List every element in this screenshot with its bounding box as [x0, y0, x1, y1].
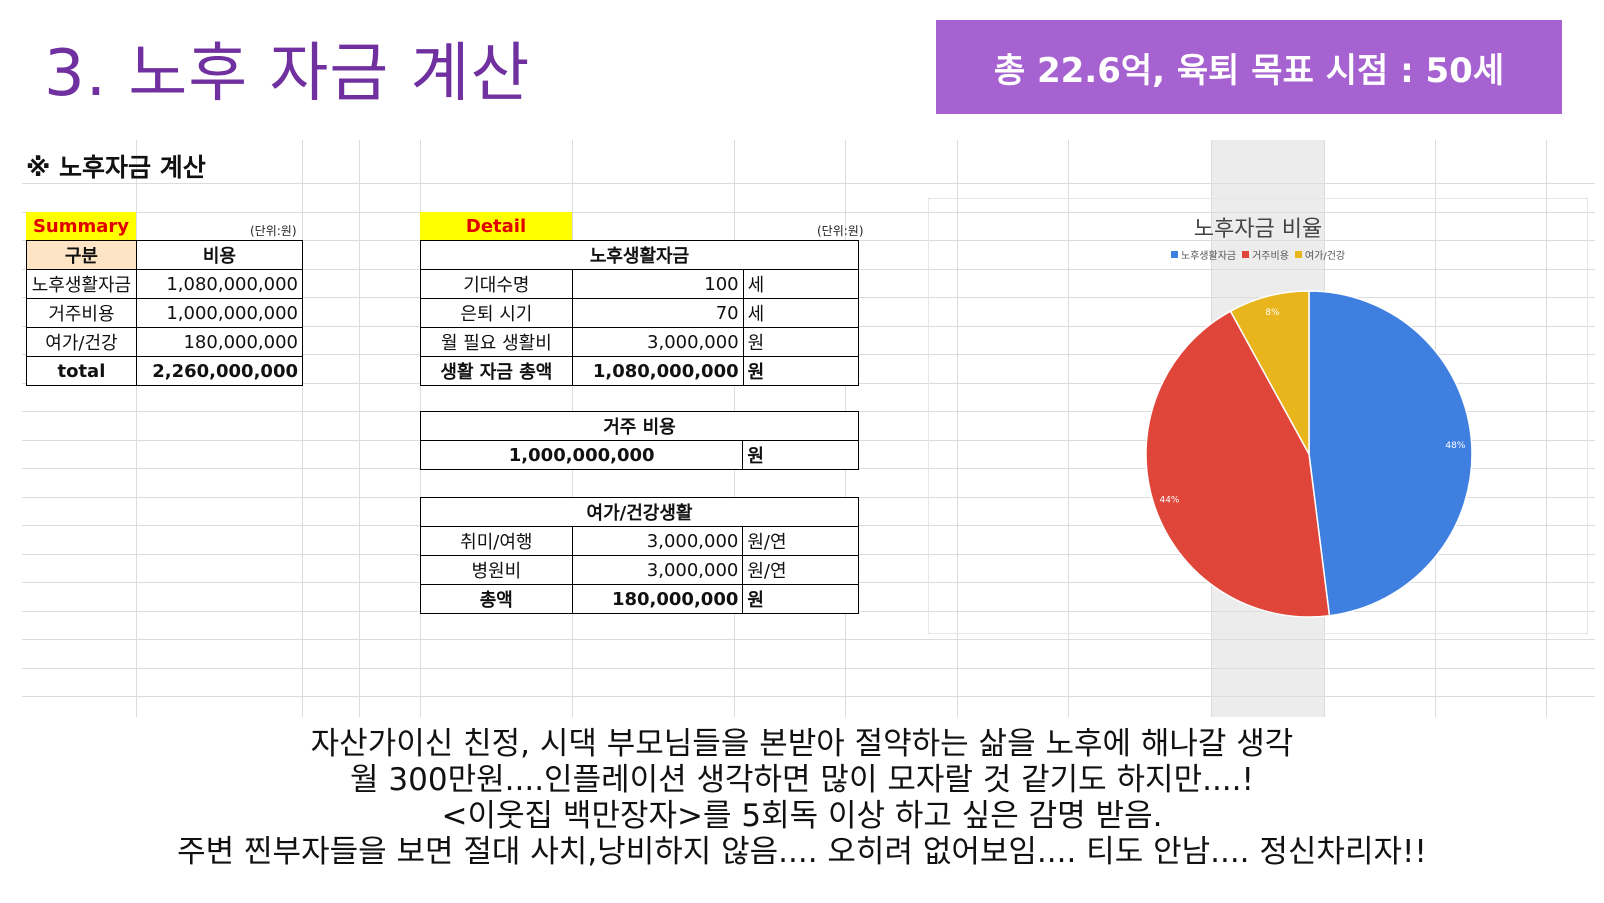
detail-item-unit: 원/연: [742, 526, 859, 556]
detail-item-label: 은퇴 시기: [420, 298, 573, 328]
chart-legend: 노후생활자금 거주비용 여가/건강: [929, 247, 1587, 262]
detail-item-unit: 세: [742, 269, 860, 299]
gridline: [1068, 140, 1069, 717]
summary-total-row: total 2,260,000,000: [26, 356, 304, 386]
caption-line: 주변 찐부자들을 보면 절대 사치,낭비하지 않음.... 오히려 없어보임..…: [177, 834, 1427, 870]
detail-tag: Detail: [420, 212, 572, 240]
legend-swatch: [1294, 251, 1302, 258]
legend-label: 거주비용: [1252, 251, 1289, 262]
caption-line: 월 300만원....인플레이션 생각하면 많이 모자랄 것 같기도 하지만..…: [350, 762, 1254, 798]
pie-chart: 48% 44% 8%: [1145, 290, 1473, 618]
detail-leisure-total-label: 총액: [420, 584, 573, 614]
detail-living-header-row: 노후생활자금: [420, 240, 859, 270]
detail-item-label: 월 필요 생활비: [420, 327, 573, 357]
table-row: 노후생활자금 1,080,000,000: [26, 269, 304, 299]
sheet-title: ※ 노후자금 계산: [26, 153, 206, 182]
detail-item-value: 70: [571, 298, 744, 328]
table-row: 은퇴 시기 70 세: [420, 298, 860, 328]
pie-slice: [1145, 310, 1331, 618]
legend-swatch: [1170, 251, 1178, 258]
detail-item-label: 기대수명: [420, 269, 573, 299]
summary-category-cell: 거주비용: [26, 298, 137, 328]
detail-item-label: 취미/여행: [420, 526, 573, 556]
summary-cost-cell: 1,000,000,000: [135, 298, 304, 328]
detail-living-total-row: 생활 자금 총액 1,080,000,000 원: [420, 356, 860, 386]
detail-item-label: 병원비: [420, 555, 573, 585]
caption-line: <이웃집 백만장자>를 5회독 이상 하고 싶은 감명 받음.: [441, 798, 1163, 834]
detail-leisure-table: 여가/건강생활 취미/여행 3,000,000 원/연 병원비 3,000,00…: [420, 497, 859, 614]
table-row: 취미/여행 3,000,000 원/연: [420, 526, 859, 556]
summary-category-cell: 여가/건강: [26, 327, 137, 357]
pie-slice-label: 44%: [1159, 495, 1179, 505]
detail-item-unit: 원: [742, 327, 860, 357]
summary-total-label: total: [26, 356, 137, 386]
gridline: [136, 140, 137, 717]
summary-header-cost: 비용: [135, 240, 304, 270]
summary-total-value: 2,260,000,000: [135, 356, 304, 386]
detail-living-total-unit: 원: [742, 356, 860, 386]
detail-leisure-header-row: 여가/건강생활: [420, 497, 859, 527]
gridline: [302, 140, 303, 717]
legend-label: 노후생활자금: [1180, 251, 1237, 262]
gridline: [359, 140, 360, 717]
pie-chart-panel[interactable]: 노후자금 비율 노후생활자금 거주비용 여가/건강 48% 44% 8%: [928, 198, 1588, 634]
pie-slice: [1229, 290, 1310, 455]
summary-header-row: 구분 비용: [26, 240, 304, 270]
detail-item-unit: 원/연: [742, 555, 859, 585]
detail-item-value: 3,000,000: [571, 555, 744, 585]
legend-item: 여가/건강: [1294, 247, 1346, 262]
detail-housing-value: 1,000,000,000: [419, 440, 744, 470]
detail-housing-unit: 원: [742, 440, 859, 470]
table-row: 기대수명 100 세: [420, 269, 860, 299]
table-row: 거주비용 1,000,000,000: [26, 298, 304, 328]
summary-unit-label: (단위:원): [250, 224, 297, 238]
caption-text: 자산가이신 친정, 시댁 부모님들을 본받아 절약하는 삶을 노후에 해나갈 생…: [0, 726, 1604, 870]
detail-housing-head: 거주 비용: [420, 411, 859, 441]
detail-housing-header-row: 거주 비용: [420, 411, 859, 441]
detail-unit-label: (단위:원): [817, 224, 864, 238]
caption-line: 자산가이신 친정, 시댁 부모님들을 본받아 절약하는 삶을 노후에 해나갈 생…: [310, 726, 1294, 762]
chart-title: 노후자금 비율: [1193, 217, 1323, 242]
gridline: [22, 183, 1595, 184]
table-row: 여가/건강 180,000,000: [26, 327, 304, 357]
legend-item: 거주비용: [1242, 247, 1289, 262]
detail-leisure-total-unit: 원: [742, 584, 859, 614]
legend-swatch: [1242, 251, 1250, 258]
summary-cost-cell: 180,000,000: [135, 327, 304, 357]
gridline: [22, 639, 1595, 640]
gridline: [957, 140, 958, 717]
slide-title: 3. 노후 자금 계산: [44, 37, 531, 111]
detail-housing-table: 거주 비용 1,000,000,000 원: [419, 411, 859, 470]
detail-leisure-head: 여가/건강생활: [420, 497, 859, 527]
summary-table: 구분 비용 노후생활자금 1,080,000,000 거주비용 1,000,00…: [26, 240, 304, 386]
table-row: 월 필요 생활비 3,000,000 원: [420, 327, 860, 357]
gridline: [22, 212, 1595, 213]
gridline: [1546, 140, 1547, 717]
table-row: 1,000,000,000 원: [419, 440, 859, 470]
legend-item: 노후생활자금: [1170, 247, 1237, 262]
table-row: 병원비 3,000,000 원/연: [420, 555, 859, 585]
detail-item-value: 3,000,000: [571, 526, 744, 556]
detail-living-total-label: 생활 자금 총액: [420, 356, 573, 386]
detail-item-value: 100: [571, 269, 744, 299]
summary-header-category: 구분: [26, 240, 137, 270]
summary-cost-cell: 1,080,000,000: [135, 269, 304, 299]
gridline: [22, 668, 1595, 669]
detail-item-unit: 세: [742, 298, 860, 328]
gridline: [22, 696, 1595, 697]
legend-label: 여가/건강: [1304, 251, 1346, 262]
spreadsheet-area: ※ 노후자금 계산 Summary (단위:원) 구분 비용 노후생활자금 1,…: [22, 140, 1595, 717]
summary-category-cell: 노후생활자금: [26, 269, 137, 299]
detail-leisure-total-value: 180,000,000: [571, 584, 744, 614]
detail-living-table: 노후생활자금 기대수명 100 세 은퇴 시기 70 세 월 필요 생활비 3,…: [420, 240, 860, 386]
pie-slice-label: 8%: [1265, 308, 1280, 318]
detail-item-value: 3,000,000: [571, 327, 744, 357]
detail-living-head: 노후생활자금: [420, 240, 859, 270]
detail-leisure-total-row: 총액 180,000,000 원: [420, 584, 859, 614]
detail-living-total-value: 1,080,000,000: [571, 356, 744, 386]
pie-slice-label: 48%: [1445, 441, 1465, 451]
pie-slice: [1308, 290, 1473, 617]
summary-banner: 총 22.6억, 육퇴 목표 시점 : 50세: [936, 20, 1562, 114]
summary-tag: Summary: [26, 212, 136, 240]
